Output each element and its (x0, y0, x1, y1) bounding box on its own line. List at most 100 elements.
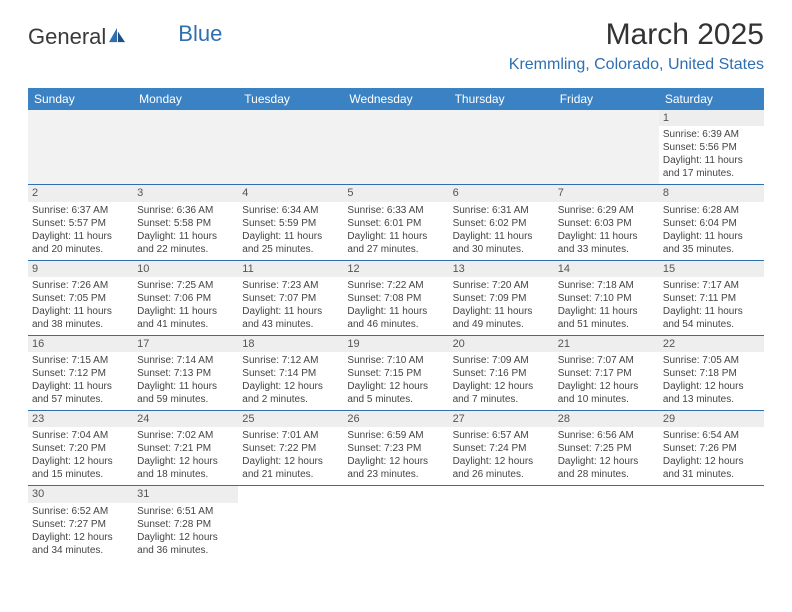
calendar-cell: 10Sunrise: 7:25 AMSunset: 7:06 PMDayligh… (133, 260, 238, 335)
calendar-week: 9 Sunrise: 7:26 AMSunset: 7:05 PMDaylight… (28, 260, 764, 335)
day-info: Sunrise: 6:39 AMSunset: 5:56 PMDaylight:… (663, 128, 760, 180)
day-number: 28 (554, 411, 659, 427)
brand-part1: General (28, 24, 106, 50)
day-info: Sunrise: 6:59 AMSunset: 7:23 PMDaylight:… (347, 429, 444, 481)
day-info: Sunrise: 7:23 AMSunset: 7:07 PMDaylight:… (242, 279, 339, 331)
day-header: Wednesday (343, 88, 448, 110)
page-title: March 2025 (509, 18, 764, 52)
day-header: Friday (554, 88, 659, 110)
day-number: 22 (659, 336, 764, 352)
calendar-cell: 24Sunrise: 7:02 AMSunset: 7:21 PMDayligh… (133, 411, 238, 486)
day-info: Sunrise: 7:22 AMSunset: 7:08 PMDaylight:… (347, 279, 444, 331)
day-number: 18 (238, 336, 343, 352)
calendar-cell (238, 110, 343, 185)
calendar-cell: 14 Sunrise: 7:18 AMSunset: 7:10 PMDayligh… (554, 260, 659, 335)
day-info: Sunrise: 6:54 AMSunset: 7:26 PMDaylight:… (663, 429, 760, 481)
day-number: 4 (238, 185, 343, 201)
calendar-cell: 6Sunrise: 6:31 AMSunset: 6:02 PMDaylight… (449, 185, 554, 260)
day-number: 10 (133, 261, 238, 277)
day-info: Sunrise: 7:14 AMSunset: 7:13 PMDaylight:… (137, 354, 234, 406)
calendar-cell (343, 486, 448, 561)
calendar-cell: 13Sunrise: 7:20 AMSunset: 7:09 PMDayligh… (449, 260, 554, 335)
day-header: Monday (133, 88, 238, 110)
day-number: 31 (133, 486, 238, 502)
day-info: Sunrise: 6:29 AMSunset: 6:03 PMDaylight:… (558, 204, 655, 256)
day-number: 5 (343, 185, 448, 201)
day-info: Sunrise: 7:20 AMSunset: 7:09 PMDaylight:… (453, 279, 550, 331)
brand-part2: Blue (178, 21, 222, 47)
day-number: 20 (449, 336, 554, 352)
calendar-cell (343, 110, 448, 185)
location-text: Kremmling, Colorado, United States (509, 56, 764, 74)
calendar-cell: 19 Sunrise: 7:10 AMSunset: 7:15 PMDayligh… (343, 335, 448, 410)
day-number: 26 (343, 411, 448, 427)
calendar-cell (554, 486, 659, 561)
day-info: Sunrise: 7:18 AMSunset: 7:10 PMDaylight:… (558, 279, 655, 331)
day-info: Sunrise: 7:07 AMSunset: 7:17 PMDaylight:… (558, 354, 655, 406)
day-info: Sunrise: 7:12 AMSunset: 7:14 PMDaylight:… (242, 354, 339, 406)
calendar-cell: 9 Sunrise: 7:26 AMSunset: 7:05 PMDaylight… (28, 260, 133, 335)
calendar-cell (659, 486, 764, 561)
day-number: 21 (554, 336, 659, 352)
calendar-week: 1Sunrise: 6:39 AMSunset: 5:56 PMDaylight… (28, 110, 764, 185)
calendar-cell: 20 Sunrise: 7:09 AMSunset: 7:16 PMDayligh… (449, 335, 554, 410)
day-number: 14 (554, 261, 659, 277)
day-number: 8 (659, 185, 764, 201)
day-number: 2 (28, 185, 133, 201)
calendar-cell: 21 Sunrise: 7:07 AMSunset: 7:17 PMDayligh… (554, 335, 659, 410)
day-number: 24 (133, 411, 238, 427)
calendar-cell: 22 Sunrise: 7:05 AMSunset: 7:18 PMDayligh… (659, 335, 764, 410)
calendar-cell: 11Sunrise: 7:23 AMSunset: 7:07 PMDayligh… (238, 260, 343, 335)
calendar-cell: 5 Sunrise: 6:33 AMSunset: 6:01 PMDaylight… (343, 185, 448, 260)
day-number: 25 (238, 411, 343, 427)
day-number: 30 (28, 486, 133, 502)
day-info: Sunrise: 7:04 AMSunset: 7:20 PMDaylight:… (32, 429, 129, 481)
day-info: Sunrise: 7:10 AMSunset: 7:15 PMDaylight:… (347, 354, 444, 406)
calendar-cell (238, 486, 343, 561)
calendar-body: 1Sunrise: 6:39 AMSunset: 5:56 PMDaylight… (28, 110, 764, 561)
day-header: Tuesday (238, 88, 343, 110)
day-info: Sunrise: 7:09 AMSunset: 7:16 PMDaylight:… (453, 354, 550, 406)
day-info: Sunrise: 7:01 AMSunset: 7:22 PMDaylight:… (242, 429, 339, 481)
calendar-cell: 15Sunrise: 7:17 AMSunset: 7:11 PMDayligh… (659, 260, 764, 335)
calendar-cell: 16Sunrise: 7:15 AMSunset: 7:12 PMDayligh… (28, 335, 133, 410)
title-block: March 2025 Kremmling, Colorado, United S… (509, 18, 764, 74)
calendar-week: 2 Sunrise: 6:37 AMSunset: 5:57 PMDaylight… (28, 185, 764, 260)
calendar-cell: 18 Sunrise: 7:12 AMSunset: 7:14 PMDayligh… (238, 335, 343, 410)
calendar-cell (133, 110, 238, 185)
calendar-header: SundayMondayTuesdayWednesdayThursdayFrid… (28, 88, 764, 110)
calendar-week: 30 Sunrise: 6:52 AMSunset: 7:27 PMDayligh… (28, 486, 764, 561)
day-info: Sunrise: 6:28 AMSunset: 6:04 PMDaylight:… (663, 204, 760, 256)
day-header: Thursday (449, 88, 554, 110)
calendar-cell: 1Sunrise: 6:39 AMSunset: 5:56 PMDaylight… (659, 110, 764, 185)
calendar-cell: 27Sunrise: 6:57 AMSunset: 7:24 PMDayligh… (449, 411, 554, 486)
day-number: 12 (343, 261, 448, 277)
calendar-table: SundayMondayTuesdayWednesdayThursdayFrid… (28, 88, 764, 561)
day-info: Sunrise: 6:52 AMSunset: 7:27 PMDaylight:… (32, 505, 129, 557)
calendar-cell: 29 Sunrise: 6:54 AMSunset: 7:26 PMDayligh… (659, 411, 764, 486)
calendar-cell: 31 Sunrise: 6:51 AMSunset: 7:28 PMDayligh… (133, 486, 238, 561)
calendar-cell: 8 Sunrise: 6:28 AMSunset: 6:04 PMDaylight… (659, 185, 764, 260)
day-number: 15 (659, 261, 764, 277)
calendar-week: 16Sunrise: 7:15 AMSunset: 7:12 PMDayligh… (28, 335, 764, 410)
day-info: Sunrise: 6:56 AMSunset: 7:25 PMDaylight:… (558, 429, 655, 481)
header: General Blue March 2025 Kremmling, Color… (0, 0, 792, 80)
day-info: Sunrise: 6:57 AMSunset: 7:24 PMDaylight:… (453, 429, 550, 481)
day-info: Sunrise: 7:05 AMSunset: 7:18 PMDaylight:… (663, 354, 760, 406)
day-info: Sunrise: 7:26 AMSunset: 7:05 PMDaylight:… (32, 279, 129, 331)
day-number: 9 (28, 261, 133, 277)
brand-logo: General Blue (28, 24, 222, 50)
day-info: Sunrise: 6:33 AMSunset: 6:01 PMDaylight:… (347, 204, 444, 256)
calendar-cell: 7 Sunrise: 6:29 AMSunset: 6:03 PMDaylight… (554, 185, 659, 260)
day-info: Sunrise: 6:51 AMSunset: 7:28 PMDaylight:… (137, 505, 234, 557)
day-info: Sunrise: 6:34 AMSunset: 5:59 PMDaylight:… (242, 204, 339, 256)
day-info: Sunrise: 6:37 AMSunset: 5:57 PMDaylight:… (32, 204, 129, 256)
day-number: 17 (133, 336, 238, 352)
calendar-cell: 17 Sunrise: 7:14 AMSunset: 7:13 PMDayligh… (133, 335, 238, 410)
day-number: 19 (343, 336, 448, 352)
day-number: 6 (449, 185, 554, 201)
calendar-cell: 4 Sunrise: 6:34 AMSunset: 5:59 PMDaylight… (238, 185, 343, 260)
calendar-cell: 2 Sunrise: 6:37 AMSunset: 5:57 PMDaylight… (28, 185, 133, 260)
day-number: 7 (554, 185, 659, 201)
day-number: 29 (659, 411, 764, 427)
